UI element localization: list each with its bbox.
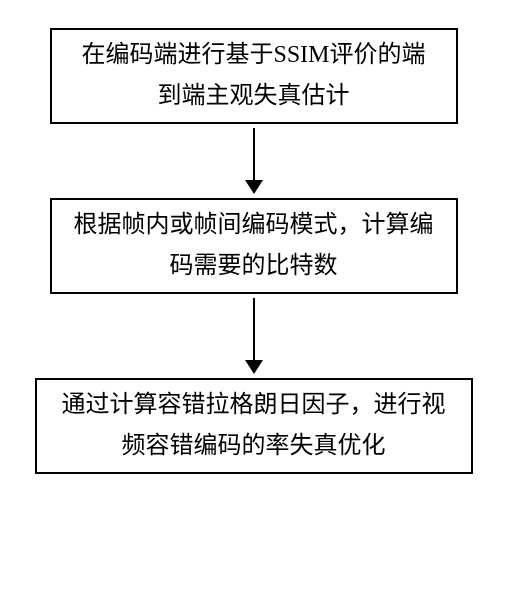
- step-1-text: 在编码端进行基于SSIM评价的端到端主观失真估计: [70, 35, 438, 117]
- arrow-2-head: [245, 360, 263, 374]
- arrow-2-line: [253, 298, 255, 360]
- flowchart-step-3: 通过计算容错拉格朗日因子，进行视频容错编码的率失真优化: [35, 378, 473, 474]
- flowchart-step-2: 根据帧内或帧间编码模式，计算编码需要的比特数: [50, 198, 458, 294]
- flowchart-container: 在编码端进行基于SSIM评价的端到端主观失真估计 根据帧内或帧间编码模式，计算编…: [35, 28, 473, 474]
- arrow-1: [245, 128, 263, 194]
- arrow-1-head: [245, 180, 263, 194]
- arrow-1-line: [253, 128, 255, 180]
- arrow-2: [245, 298, 263, 374]
- step-2-text: 根据帧内或帧间编码模式，计算编码需要的比特数: [70, 205, 438, 287]
- flowchart-step-1: 在编码端进行基于SSIM评价的端到端主观失真估计: [50, 28, 458, 124]
- step-3-text: 通过计算容错拉格朗日因子，进行视频容错编码的率失真优化: [55, 385, 453, 467]
